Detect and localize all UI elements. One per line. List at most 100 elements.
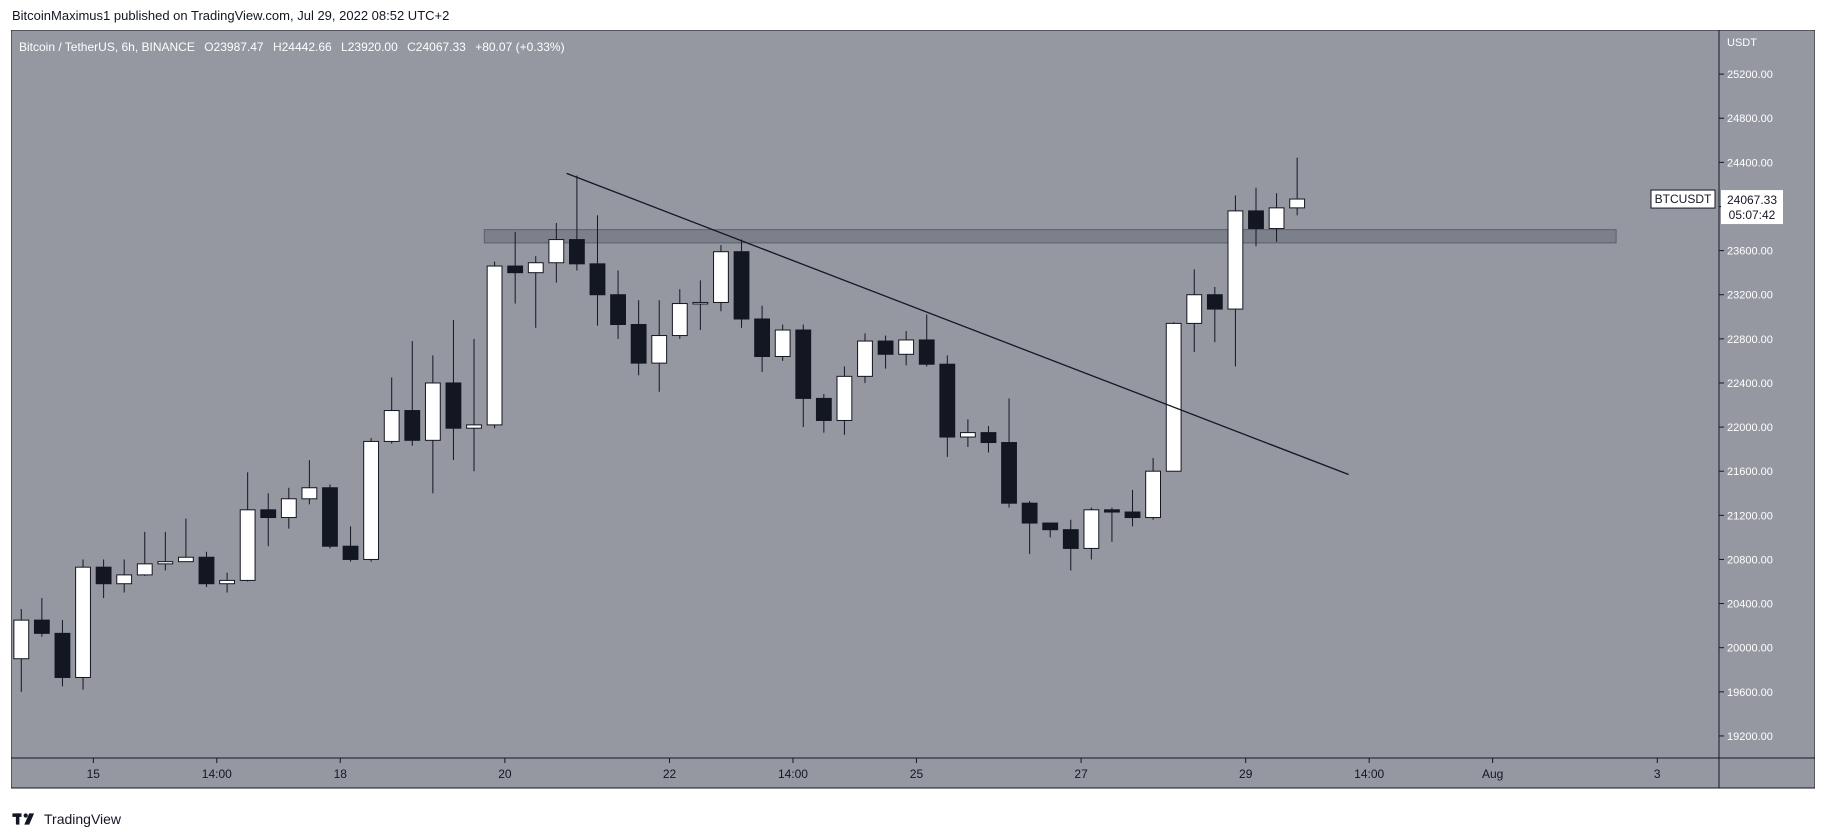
time-tick-label: 3 xyxy=(1654,767,1661,781)
price-tick-label: 23600.00 xyxy=(1727,246,1773,258)
candle-body-down xyxy=(1206,294,1223,310)
chart-container[interactable]: USDT 19200.00 19600.00 20000.00 20400.00 2080… xyxy=(11,30,1815,800)
candle xyxy=(507,231,524,304)
candle-body-down xyxy=(54,632,71,678)
resistance-zone xyxy=(483,229,1617,244)
candle xyxy=(445,320,462,461)
candle-body-down xyxy=(33,619,50,634)
author-name[interactable]: BitcoinMaximus1 xyxy=(12,8,111,23)
candle xyxy=(1021,500,1038,554)
candle xyxy=(1248,187,1264,247)
candle xyxy=(404,341,421,446)
candle-body-down xyxy=(568,239,585,265)
price-tick-label: 22800.00 xyxy=(1727,334,1773,346)
price-tick-label: 22000.00 xyxy=(1727,422,1773,434)
candle-body-down xyxy=(939,363,956,438)
candle xyxy=(1124,489,1141,527)
time-tick-label: 14:00 xyxy=(1354,767,1384,781)
candle xyxy=(959,419,976,447)
legend-close-value: 24067.33 xyxy=(415,40,466,54)
legend-open-value: 23987.47 xyxy=(213,40,264,54)
price-tick-label: 24800.00 xyxy=(1727,113,1773,125)
price-axis-area[interactable] xyxy=(1718,30,1815,759)
candle xyxy=(692,280,709,331)
last-price-label-layer: BTCUSDT 24067.33 05:07:42 xyxy=(1650,189,1783,225)
candle xyxy=(898,331,915,366)
candle xyxy=(1186,269,1203,353)
candle xyxy=(54,620,71,687)
candle xyxy=(939,355,956,457)
candle-body-up xyxy=(178,556,194,563)
candle-body-up xyxy=(75,566,91,678)
candle xyxy=(630,300,647,376)
candle xyxy=(1042,522,1059,538)
candle-body-down xyxy=(610,294,626,326)
symbol-tag-text: BTCUSDT xyxy=(1655,192,1712,206)
price-tick-label: 24400.00 xyxy=(1727,157,1773,169)
candle-body-up xyxy=(466,424,482,429)
time-tick-label: 22 xyxy=(663,767,677,781)
candle-body-up xyxy=(1083,509,1100,549)
candle-body-up xyxy=(1268,207,1285,230)
candle-body-up xyxy=(857,340,873,377)
candle-body-up xyxy=(774,329,791,357)
candle xyxy=(980,425,997,453)
candle-body-down xyxy=(1062,529,1079,549)
candle-body-down xyxy=(198,556,215,585)
candle xyxy=(1062,519,1079,571)
candle xyxy=(33,598,50,637)
candle xyxy=(342,526,359,562)
legend-high-label: H xyxy=(272,40,282,54)
candle-body-down xyxy=(1124,511,1141,519)
candle-body-down xyxy=(795,329,812,399)
candle-body-up xyxy=(424,382,441,441)
price-tick-label: 25200.00 xyxy=(1727,69,1773,81)
candle-body-up xyxy=(13,619,30,660)
candle xyxy=(322,484,338,549)
published-info: published on TradingView.com, Jul 29, 20… xyxy=(113,8,450,23)
time-tick-label: 14:00 xyxy=(202,767,232,781)
candle xyxy=(219,572,235,593)
candle xyxy=(1227,195,1244,367)
candle xyxy=(280,487,297,529)
candle xyxy=(527,256,544,328)
time-tick-label: 20 xyxy=(498,767,512,781)
candle xyxy=(95,559,112,599)
candle xyxy=(157,531,174,571)
candle-body-up xyxy=(301,487,318,500)
brand-name[interactable]: TradingView xyxy=(44,811,122,827)
candle xyxy=(486,261,503,429)
candle xyxy=(75,559,91,690)
price-tick-label: 21200.00 xyxy=(1727,510,1773,522)
candle-body-down xyxy=(322,487,338,547)
candle xyxy=(239,472,256,582)
tradingview-logo-icon[interactable] xyxy=(12,812,38,826)
price-tick-label: 23200.00 xyxy=(1727,290,1773,302)
candle xyxy=(424,355,441,494)
candle-body-up xyxy=(363,440,380,560)
legend-low-label: L xyxy=(341,40,348,54)
plot-area[interactable] xyxy=(11,30,1720,759)
price-chart[interactable]: USDT 19200.00 19600.00 20000.00 20400.00 2080… xyxy=(11,30,1815,800)
legend-symbol[interactable]: Bitcoin / TetherUS, 6h, BINANCE xyxy=(19,40,195,54)
candle-body-up xyxy=(239,509,256,581)
candle-body-up xyxy=(157,561,174,565)
candle-body-down xyxy=(1248,210,1264,230)
legend-change: +80.07 (+0.33%) xyxy=(475,40,565,54)
candle-body-down xyxy=(1001,442,1017,504)
candle-body-up xyxy=(671,303,688,337)
price-tick-label: 21600.00 xyxy=(1727,466,1773,478)
candle-body-down xyxy=(630,324,647,364)
candle-body-up xyxy=(1145,470,1162,519)
candle xyxy=(918,314,935,367)
time-tick-label: 18 xyxy=(334,767,348,781)
candles-layer xyxy=(13,157,1306,692)
candle-body-down xyxy=(589,263,606,296)
candle-body-up xyxy=(1165,322,1182,472)
candle-body-down xyxy=(918,339,935,365)
candle xyxy=(198,551,215,588)
candle-body-up xyxy=(280,498,297,519)
symbol-legend: Bitcoin / TetherUS, 6h, BINANCE O23987.4… xyxy=(19,40,571,54)
price-tick-label: 19600.00 xyxy=(1727,687,1773,699)
time-axis-area[interactable] xyxy=(11,757,1720,789)
